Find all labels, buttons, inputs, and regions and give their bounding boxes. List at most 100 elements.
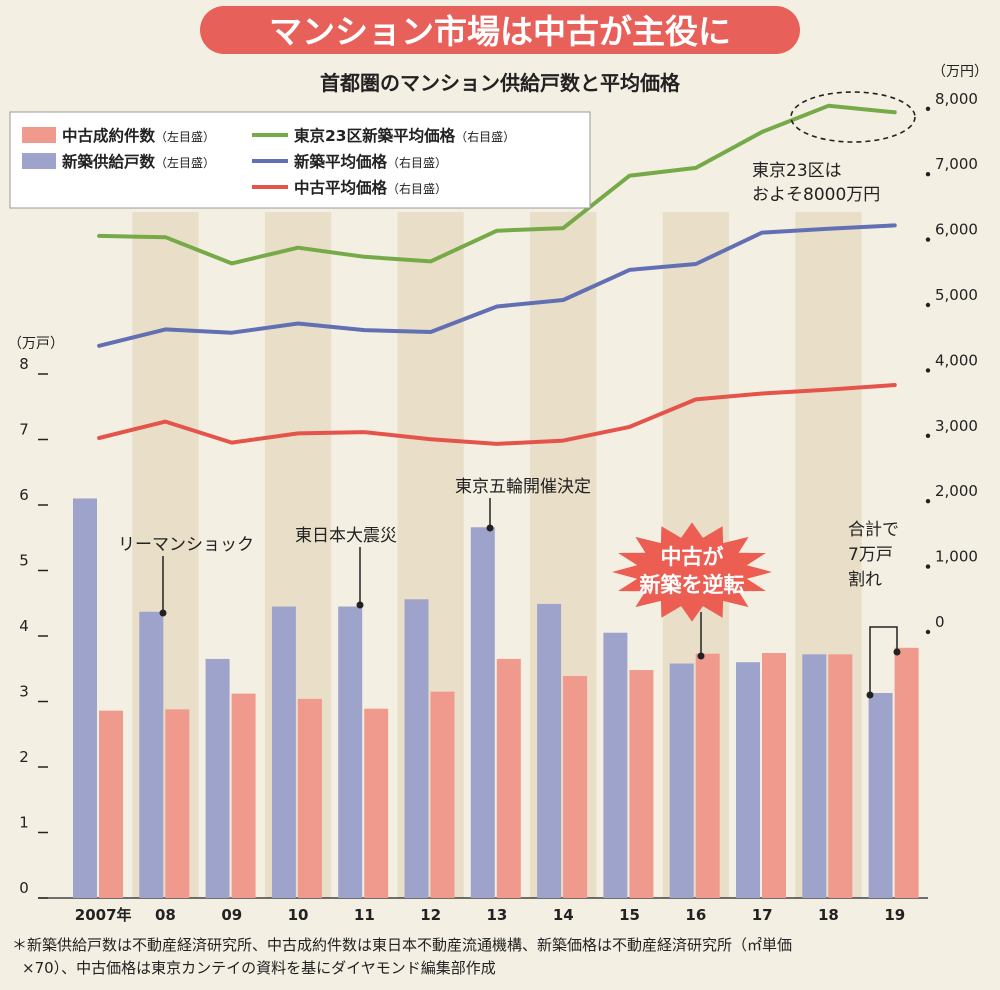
chart-subtitle: 首都圏のマンション供給戸数と平均価格 [320,71,681,95]
bar-used-contracts [762,653,786,898]
bar-new-supply [139,611,164,898]
x-tick-label: 09 [221,906,242,924]
bar-new-supply [73,498,97,898]
tokyo23-note-line1: 東京23区は [752,161,842,181]
annotation-olympics-dot [486,524,494,532]
bar-new-supply [603,632,628,898]
tokyo23-note-line2: およそ8000万円 [752,185,880,205]
annotation-lehman-dot [159,609,167,617]
right-tick-label: 4,000 [935,351,978,369]
annotation-quake: 東日本大震災 [295,526,397,609]
title-banner [200,6,800,54]
legend-label-tokyo23-price: 東京23区新築平均価格（右目盛） [294,126,515,145]
annotation-quake-text: 東日本大震災 [295,526,397,546]
total-note-line1: 合計で [848,520,899,540]
total-bracket-dot-right [893,648,901,656]
total-bracket-dot-left [866,691,874,699]
annotation-lehman-text: リーマンショック [118,535,254,555]
right-tick-label: 7,000 [935,155,978,173]
bar-used-contracts [629,670,654,898]
bar-new-supply [736,662,760,898]
right-tick-mark [925,629,931,635]
left-tick-label: 8 [19,355,29,373]
reversal-text-line1: 中古が [661,545,724,569]
x-tick-label: 16 [685,906,706,924]
x-tick-label: 15 [619,906,640,924]
right-tick-label: 3,000 [935,417,978,435]
bar-new-supply [271,606,296,898]
axes: （万戸）012345678（万円）01,0002,0003,0004,0005,… [8,64,988,924]
right-tick-mark [925,237,931,242]
total-note-line3: 割れ [848,570,882,590]
left-tick-label: 4 [19,617,29,635]
right-tick-label: 6,000 [935,221,978,239]
bar-new-supply [802,654,827,898]
right-tick-mark [925,172,931,177]
x-tick-label: 18 [818,906,839,924]
bar-used-contracts [894,647,919,898]
bar-new-supply [669,663,694,898]
x-tick-label: 11 [354,906,375,924]
right-tick-label: 0 [935,613,945,631]
legend-swatch-used-contracts [22,127,56,143]
bar-used-contracts [165,709,190,898]
left-tick-label: 0 [19,879,29,897]
bar-used-contracts [828,654,853,898]
line-new-price [97,223,897,348]
x-tick-label: 2007年 [75,906,132,924]
right-tick-label: 8,000 [935,90,978,108]
x-tick-label: 13 [487,906,508,924]
x-tick-label: 10 [288,906,309,924]
reversal-text-line2: 新築を逆転 [640,573,745,597]
left-tick-label: 6 [19,486,29,504]
bar-new-supply [205,658,230,898]
bar-used-contracts [430,691,455,898]
bar-used-contracts [297,698,322,898]
footnote-line1: ＊新築供給戸数は不動産経済研究所、中古成約件数は東日本不動産流通機構、新築価格は… [12,936,792,954]
line-used-price [97,383,897,446]
right-tick-label: 5,000 [935,286,978,304]
legend: 中古成約件数（左目盛） 新築供給戸数（左目盛） 東京23区新築平均価格（右目盛）… [9,111,591,209]
total-note-line2: 7万戸 [848,545,893,565]
legend-label-new-supply: 新築供給戸数（左目盛） [62,152,215,171]
annotation-olympics: 東京五輪開催決定 [455,477,591,532]
lines [97,103,897,446]
bars [73,498,919,898]
left-tick-label: 2 [19,748,29,766]
x-tick-label: 12 [420,906,441,924]
x-tick-label: 19 [884,906,905,924]
bar-used-contracts [364,708,389,898]
bar-new-supply [470,527,495,898]
x-tick-label: 14 [553,906,574,924]
right-tick-mark [925,368,931,373]
bar-used-contracts [695,653,720,898]
left-axis-unit: （万戸） [8,336,64,352]
x-tick-label: 08 [155,906,176,924]
reversal-dot [697,652,705,660]
left-tick-label: 3 [19,683,29,701]
bar-new-supply [404,599,429,898]
right-tick-mark [925,433,931,438]
left-tick-label: 1 [19,814,29,832]
annotation-quake-dot [356,601,364,609]
bar-new-supply [338,606,363,898]
annotation-reversal: 中古が 新築を逆転 [612,522,772,660]
right-tick-mark [925,106,931,112]
legend-label-used-price: 中古平均価格（右目盛） [294,178,447,197]
total-bracket [869,626,898,695]
legend-label-new-price: 新築平均価格（右目盛） [294,152,447,171]
bar-new-supply [868,692,893,898]
legend-box [9,111,591,209]
annotation-lehman: リーマンショック [118,535,254,617]
footnote-line2: ×70）、中古価格は東京カンテイの資料を基にダイヤモンド編集部作成 [22,959,496,977]
reversal-burst-shape [612,522,772,622]
annotation-olympics-text: 東京五輪開催決定 [455,477,591,497]
tokyo23-highlight-ellipse [790,91,916,143]
legend-swatch-new-supply [22,153,56,169]
bar-new-supply [537,603,562,898]
legend-label-used-contracts: 中古成約件数（左目盛） [62,126,215,145]
bar-used-contracts [496,658,521,898]
x-tick-label: 17 [752,906,773,924]
